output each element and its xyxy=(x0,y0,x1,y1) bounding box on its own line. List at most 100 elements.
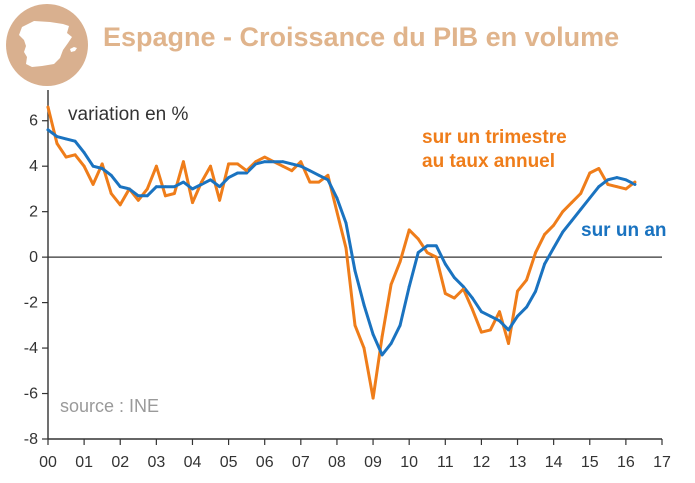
data-point-yoy xyxy=(299,164,303,168)
data-point-annualized xyxy=(46,105,50,109)
data-point-annualized xyxy=(91,182,95,186)
data-point-annualized xyxy=(64,155,68,159)
x-tick-label: 16 xyxy=(617,454,635,471)
x-tick-label: 08 xyxy=(328,454,346,471)
data-point-annualized xyxy=(525,278,528,282)
data-point-annualized xyxy=(154,164,158,168)
data-point-annualized xyxy=(570,201,574,204)
y-tick-label: 0 xyxy=(29,249,38,266)
x-tick-label: 07 xyxy=(292,454,310,471)
series-points xyxy=(46,105,637,400)
data-point-yoy xyxy=(227,176,230,179)
data-point-annualized xyxy=(461,287,465,291)
series-line-yoy xyxy=(46,128,637,357)
data-point-annualized xyxy=(344,246,348,250)
data-point-annualized xyxy=(534,251,537,254)
data-point-yoy xyxy=(633,182,637,186)
data-point-annualized xyxy=(254,160,258,164)
data-point-yoy xyxy=(407,285,411,289)
data-point-annualized xyxy=(507,342,510,345)
data-point-yoy xyxy=(272,160,276,164)
data-point-yoy xyxy=(64,137,68,141)
data-point-annualized xyxy=(543,233,547,236)
x-tick-label: 03 xyxy=(147,454,165,471)
x-tick-label: 09 xyxy=(364,454,382,471)
data-point-annualized xyxy=(82,164,86,168)
data-point-annualized xyxy=(263,155,267,159)
data-point-annualized xyxy=(489,328,492,332)
data-point-annualized xyxy=(624,187,628,191)
data-point-yoy xyxy=(154,185,158,189)
data-point-yoy xyxy=(73,139,77,143)
data-point-yoy xyxy=(353,269,357,273)
data-point-yoy xyxy=(362,303,366,307)
data-point-yoy xyxy=(371,333,375,336)
y-tick-label: 4 xyxy=(29,158,38,175)
data-point-yoy xyxy=(534,289,537,293)
x-tick-label: 05 xyxy=(220,454,238,471)
data-point-annualized xyxy=(380,335,384,339)
balearic-islands-icon xyxy=(70,47,77,52)
data-point-annualized xyxy=(452,296,456,300)
data-point-annualized xyxy=(606,182,610,186)
data-point-annualized xyxy=(398,260,402,264)
data-point-annualized xyxy=(416,237,420,241)
data-point-yoy xyxy=(480,310,483,314)
x-tick-label: 01 xyxy=(75,454,93,471)
x-tick-label: 10 xyxy=(400,454,418,471)
data-point-yoy xyxy=(470,296,474,300)
data-point-yoy xyxy=(380,353,384,357)
data-point-annualized xyxy=(434,255,438,259)
data-point-annualized xyxy=(633,180,637,184)
legend-annualized-line1: sur un trimestre xyxy=(422,127,567,148)
data-point-annualized xyxy=(480,330,483,334)
data-point-annualized xyxy=(326,173,330,177)
data-point-annualized xyxy=(362,346,366,350)
spain-map-icon xyxy=(19,21,72,67)
data-point-annualized xyxy=(470,308,474,311)
y-tick-label: -6 xyxy=(24,386,38,403)
y-tick-label: 6 xyxy=(29,113,38,130)
x-tick-label: 11 xyxy=(437,454,454,471)
data-point-yoy xyxy=(118,185,122,189)
data-point-yoy xyxy=(127,187,131,191)
data-point-yoy xyxy=(281,160,285,164)
data-point-yoy xyxy=(561,230,565,234)
y-axis-ticks: -8 -6 -4 -2 0 2 4 6 xyxy=(24,113,48,448)
data-point-annualized xyxy=(145,187,149,191)
spain-map-logo xyxy=(6,4,88,86)
data-point-annualized xyxy=(182,160,185,164)
data-point-yoy xyxy=(308,169,312,173)
data-point-yoy xyxy=(552,246,556,250)
data-point-yoy xyxy=(525,305,528,309)
data-point-annualized xyxy=(200,180,203,184)
x-tick-label: 14 xyxy=(545,454,563,471)
data-point-yoy xyxy=(597,185,601,189)
source-note: source : INE xyxy=(60,396,159,416)
data-point-yoy xyxy=(218,185,221,189)
data-point-annualized xyxy=(109,192,113,195)
data-point-annualized xyxy=(191,201,194,204)
data-point-yoy xyxy=(489,314,492,318)
data-point-yoy xyxy=(163,185,167,189)
y-axis-label: variation en % xyxy=(68,104,189,125)
data-point-yoy xyxy=(326,178,330,182)
data-point-yoy xyxy=(254,162,258,166)
data-point-annualized xyxy=(299,160,303,164)
data-point-yoy xyxy=(335,196,339,200)
data-point-annualized xyxy=(100,162,104,166)
data-point-yoy xyxy=(606,178,610,182)
data-point-yoy xyxy=(434,244,438,248)
data-point-yoy xyxy=(588,196,592,200)
data-point-yoy xyxy=(245,171,249,175)
data-point-annualized xyxy=(552,223,556,227)
legend-yoy: sur un an xyxy=(581,220,667,241)
data-point-yoy xyxy=(182,180,185,184)
data-point-annualized xyxy=(163,194,167,198)
data-point-yoy xyxy=(398,323,402,327)
data-point-annualized xyxy=(218,198,221,202)
data-point-yoy xyxy=(543,262,547,266)
data-point-annualized xyxy=(615,185,619,189)
